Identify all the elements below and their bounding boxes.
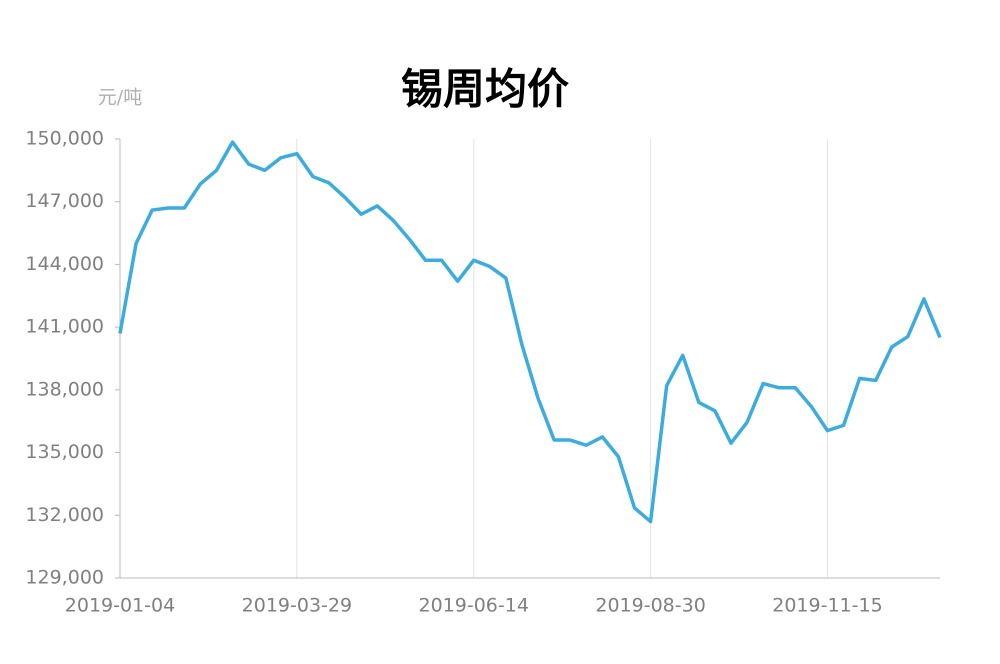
x-tick-label: 2019-03-29 [242,595,352,617]
x-tick-label: 2019-08-30 [595,595,705,617]
line [118,140,942,524]
y-tick-label: 132,000 [25,504,104,526]
y-tick-label: 129,000 [25,567,104,589]
x-tick-label: 2019-01-04 [65,595,175,617]
y-tick-label: 147,000 [25,190,104,212]
y-tick-label: 150,000 [25,128,104,150]
chart-title: 锡周均价 [401,65,569,114]
y-tick-label: 135,000 [25,441,104,463]
y-unit: 元/吨 [98,87,142,109]
y-tick-label: 141,000 [25,316,104,338]
x-tick-label: 2019-06-14 [419,595,529,617]
y-tick-label: 138,000 [25,378,104,400]
y-tick-label: 144,000 [25,253,104,275]
x-tick-label: 2019-11-15 [772,595,882,617]
